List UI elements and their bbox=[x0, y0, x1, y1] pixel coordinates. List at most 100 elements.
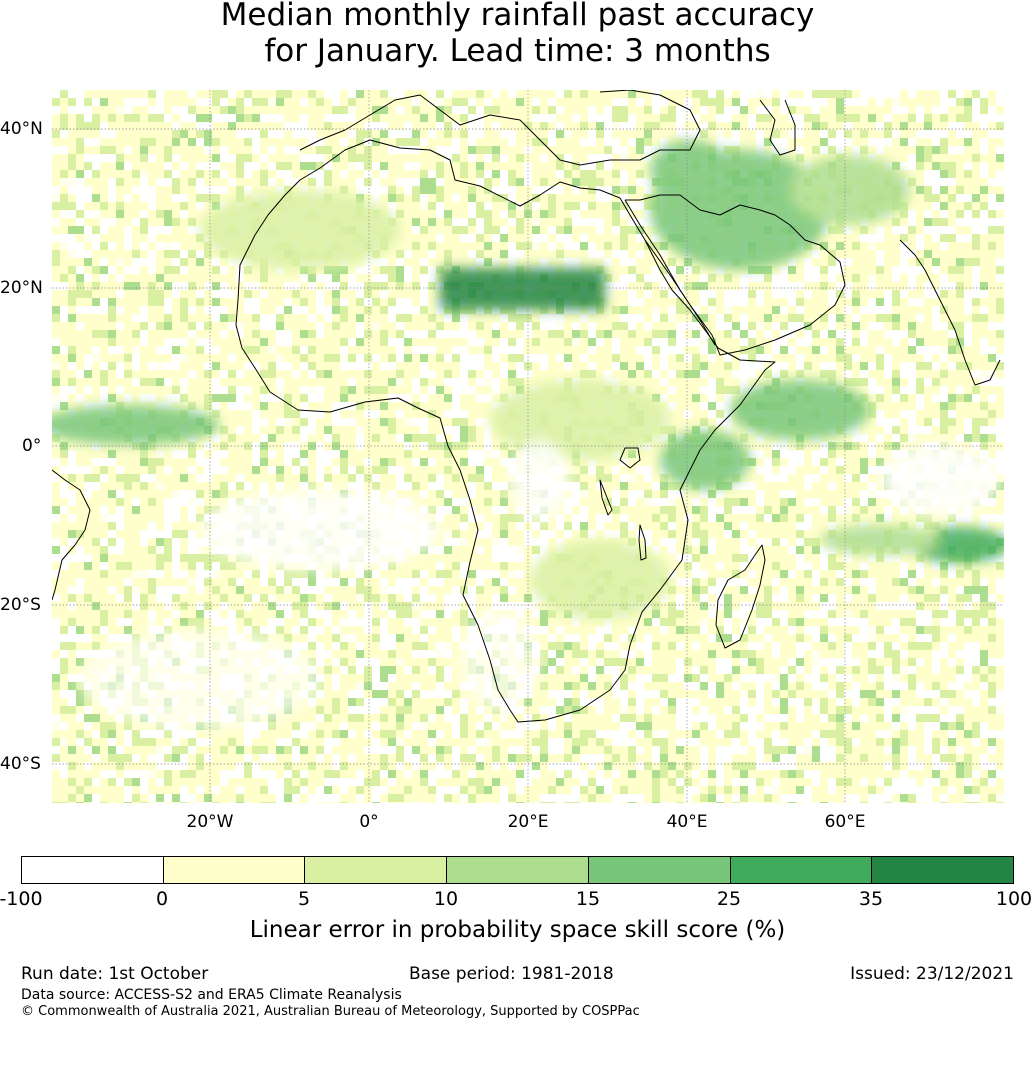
skill-cell bbox=[436, 354, 444, 362]
skill-cell bbox=[148, 282, 156, 290]
skill-cell bbox=[956, 114, 964, 122]
skill-cell bbox=[284, 162, 292, 170]
skill-cell bbox=[604, 242, 612, 250]
skill-cell bbox=[860, 98, 868, 106]
skill-cell bbox=[876, 362, 884, 370]
skill-cell bbox=[420, 170, 428, 178]
skill-cell bbox=[924, 306, 932, 314]
skill-cell bbox=[444, 98, 452, 106]
skill-cell bbox=[196, 306, 204, 314]
skill-cell bbox=[964, 250, 972, 258]
skill-cell bbox=[844, 370, 852, 378]
skill-cell bbox=[796, 298, 804, 306]
skill-cell bbox=[516, 210, 524, 218]
skill-cell bbox=[876, 234, 884, 242]
skill-cell bbox=[52, 98, 60, 106]
skill-cell bbox=[76, 114, 84, 122]
skill-cell bbox=[76, 218, 84, 226]
skill-cell bbox=[260, 346, 268, 354]
skill-cell bbox=[292, 330, 300, 338]
skill-cell bbox=[324, 90, 332, 98]
skill-cell bbox=[372, 106, 380, 114]
skill-cell bbox=[916, 114, 924, 122]
skill-cell bbox=[556, 202, 564, 210]
skill-cell bbox=[460, 194, 468, 202]
skill-cell bbox=[260, 154, 268, 162]
skill-cell bbox=[84, 394, 92, 402]
skill-cell bbox=[204, 162, 212, 170]
skill-cell bbox=[828, 354, 836, 362]
skill-cell bbox=[140, 186, 148, 194]
skill-cell bbox=[812, 90, 820, 98]
skill-cell bbox=[836, 234, 844, 242]
skill-cell bbox=[356, 138, 364, 146]
skill-cell bbox=[436, 362, 444, 370]
skill-cell bbox=[68, 234, 76, 242]
skill-cell bbox=[324, 122, 332, 130]
skill-cell bbox=[892, 258, 900, 266]
skill-cell bbox=[756, 370, 764, 378]
skill-cell bbox=[52, 370, 60, 378]
skill-cell bbox=[852, 378, 860, 386]
skill-cell bbox=[284, 98, 292, 106]
skill-cell bbox=[252, 186, 260, 194]
skill-cell bbox=[732, 90, 740, 98]
skill-cell bbox=[940, 130, 948, 138]
skill-cell bbox=[84, 290, 92, 298]
skill-cell bbox=[212, 370, 220, 378]
skill-cell bbox=[812, 314, 820, 322]
skill-cell bbox=[476, 178, 484, 186]
skill-cell bbox=[684, 410, 692, 418]
skill-cell bbox=[468, 154, 476, 162]
skill-cell bbox=[932, 210, 940, 218]
skill-cell bbox=[444, 242, 452, 250]
skill-cell bbox=[932, 346, 940, 354]
skill-cell bbox=[124, 218, 132, 226]
skill-cell bbox=[156, 138, 164, 146]
skill-cell bbox=[508, 218, 516, 226]
skill-cell bbox=[244, 106, 252, 114]
skill-cell bbox=[52, 306, 60, 314]
skill-cell bbox=[500, 146, 508, 154]
skill-cell bbox=[388, 194, 396, 202]
skill-cell bbox=[228, 394, 236, 402]
skill-cell bbox=[660, 282, 668, 290]
skill-cell bbox=[268, 106, 276, 114]
skill-cell bbox=[692, 322, 700, 330]
skill-cell bbox=[836, 250, 844, 258]
skill-cell bbox=[636, 170, 644, 178]
skill-cell bbox=[508, 234, 516, 242]
skill-cell bbox=[668, 90, 676, 98]
skill-cell bbox=[412, 122, 420, 130]
skill-cell bbox=[500, 362, 508, 370]
skill-cell bbox=[132, 290, 140, 298]
skill-cell bbox=[772, 322, 780, 330]
skill-cell bbox=[396, 258, 404, 266]
skill-cell bbox=[908, 178, 916, 186]
skill-cell bbox=[324, 418, 332, 426]
skill-cell bbox=[700, 330, 708, 338]
skill-cell bbox=[812, 258, 820, 266]
skill-cell bbox=[260, 314, 268, 322]
skill-cell bbox=[620, 146, 628, 154]
skill-cell bbox=[516, 242, 524, 250]
skill-cell bbox=[172, 226, 180, 234]
skill-cell bbox=[332, 362, 340, 370]
skill-cell bbox=[100, 234, 108, 242]
skill-cell bbox=[508, 130, 516, 138]
skill-cell bbox=[852, 290, 860, 298]
skill-cell bbox=[804, 314, 812, 322]
skill-cell bbox=[332, 370, 340, 378]
skill-cell bbox=[700, 306, 708, 314]
skill-cell bbox=[460, 258, 468, 266]
skill-cell bbox=[284, 298, 292, 306]
skill-cell bbox=[236, 170, 244, 178]
skill-cell bbox=[228, 330, 236, 338]
skill-cell bbox=[108, 234, 116, 242]
skill-cell bbox=[140, 282, 148, 290]
skill-cell bbox=[908, 298, 916, 306]
skill-cell bbox=[652, 322, 660, 330]
skill-cell bbox=[340, 146, 348, 154]
skill-cell bbox=[780, 314, 788, 322]
skill-cell bbox=[212, 194, 220, 202]
